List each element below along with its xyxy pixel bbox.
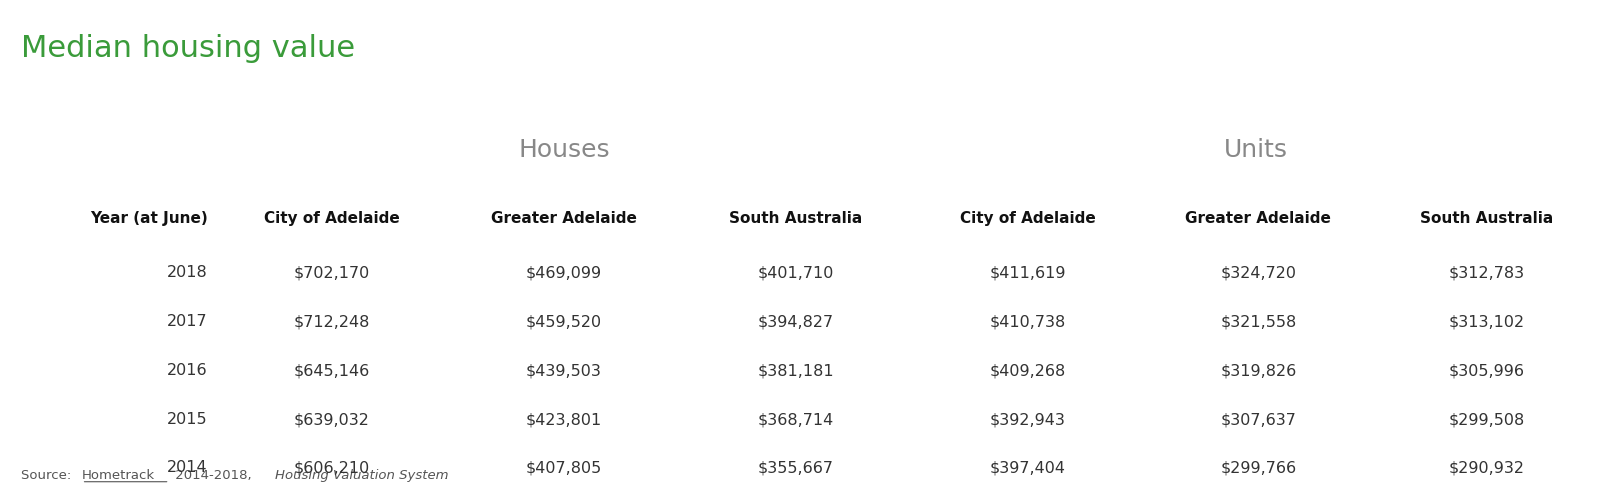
Text: City of Adelaide: City of Adelaide [960, 211, 1096, 226]
Text: $407,805: $407,805 [526, 460, 602, 475]
Text: $368,714: $368,714 [758, 412, 834, 427]
Text: South Australia: South Australia [730, 211, 862, 226]
Text: $401,710: $401,710 [758, 265, 834, 280]
Text: $381,181: $381,181 [758, 363, 834, 378]
Text: Hometrack: Hometrack [82, 469, 155, 482]
Text: $702,170: $702,170 [294, 265, 370, 280]
Text: $299,766: $299,766 [1221, 460, 1296, 475]
Text: $410,738: $410,738 [990, 314, 1066, 329]
Text: $324,720: $324,720 [1221, 265, 1296, 280]
Text: $469,099: $469,099 [526, 265, 602, 280]
Text: 2016: 2016 [168, 363, 208, 378]
Text: $423,801: $423,801 [526, 412, 602, 427]
Text: Year (at June): Year (at June) [90, 211, 208, 226]
Text: $305,996: $305,996 [1448, 363, 1525, 378]
Text: $645,146: $645,146 [294, 363, 370, 378]
Text: $319,826: $319,826 [1221, 363, 1296, 378]
Text: $307,637: $307,637 [1221, 412, 1296, 427]
Text: $606,210: $606,210 [294, 460, 370, 475]
Text: City of Adelaide: City of Adelaide [264, 211, 400, 226]
Text: .: . [443, 469, 448, 482]
Text: $394,827: $394,827 [758, 314, 834, 329]
Text: $397,404: $397,404 [990, 460, 1066, 475]
Text: Units: Units [1224, 138, 1288, 162]
Text: Houses: Houses [518, 138, 610, 162]
Text: 2018: 2018 [168, 265, 208, 280]
Text: Median housing value: Median housing value [21, 34, 355, 63]
Text: 2014-2018,: 2014-2018, [171, 469, 256, 482]
Text: 2014: 2014 [168, 460, 208, 475]
Text: Greater Adelaide: Greater Adelaide [1186, 211, 1331, 226]
Text: $321,558: $321,558 [1221, 314, 1296, 329]
Text: $639,032: $639,032 [294, 412, 370, 427]
Text: Source:: Source: [21, 469, 75, 482]
Text: Greater Adelaide: Greater Adelaide [491, 211, 637, 226]
Text: Housing Valuation System: Housing Valuation System [275, 469, 448, 482]
Text: $290,932: $290,932 [1448, 460, 1525, 475]
Text: $459,520: $459,520 [526, 314, 602, 329]
Text: $712,248: $712,248 [294, 314, 370, 329]
Text: $355,667: $355,667 [758, 460, 834, 475]
Text: South Australia: South Australia [1419, 211, 1554, 226]
Text: $313,102: $313,102 [1448, 314, 1525, 329]
Text: $409,268: $409,268 [990, 363, 1066, 378]
Text: $312,783: $312,783 [1448, 265, 1525, 280]
Text: $299,508: $299,508 [1448, 412, 1525, 427]
Text: $439,503: $439,503 [526, 363, 602, 378]
Text: $411,619: $411,619 [990, 265, 1066, 280]
Text: 2015: 2015 [168, 412, 208, 427]
Text: 2017: 2017 [168, 314, 208, 329]
Text: $392,943: $392,943 [990, 412, 1066, 427]
